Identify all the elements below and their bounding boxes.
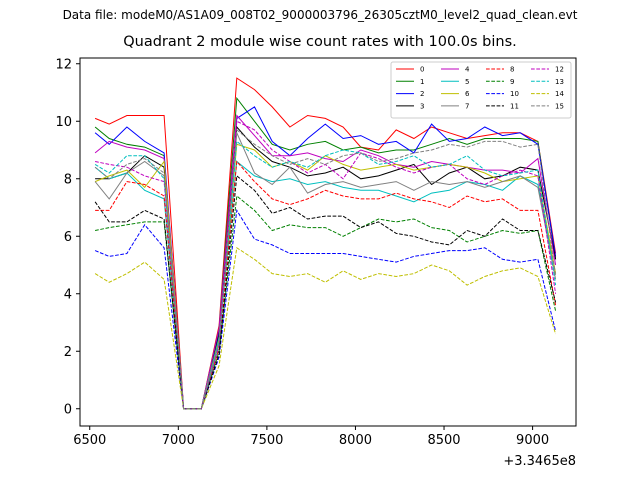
- legend-label-8: 8: [510, 66, 514, 74]
- series-line-10: [95, 210, 555, 408]
- y-tick-label: 12: [55, 57, 72, 72]
- series-layer: [95, 78, 555, 409]
- series-line-3: [95, 127, 555, 409]
- legend-label-11: 11: [510, 102, 519, 110]
- legend-label-5: 5: [465, 78, 469, 86]
- y-tick-label: 0: [64, 402, 72, 417]
- legend-label-14: 14: [555, 90, 564, 98]
- legend-label-12: 12: [555, 66, 564, 74]
- legend-label-0: 0: [420, 66, 424, 74]
- series-line-2: [95, 107, 555, 409]
- series-line-1: [95, 98, 555, 409]
- legend-label-2: 2: [420, 90, 424, 98]
- y-tick-label: 6: [64, 230, 72, 245]
- x-tick-label: 8000: [339, 433, 372, 448]
- legend-label-15: 15: [555, 102, 564, 110]
- legend-label-6: 6: [465, 90, 470, 98]
- legend-label-9: 9: [510, 78, 514, 86]
- y-tick-label: 2: [64, 345, 72, 360]
- x-tick-label: 6500: [73, 433, 106, 448]
- x-tick-label: 7000: [162, 433, 195, 448]
- series-line-8: [95, 162, 555, 409]
- series-line-11: [95, 176, 555, 409]
- axes-layer: 6500 7000 7500 8000 8500 9000024681012+3.3465…: [55, 57, 576, 469]
- legend-label-3: 3: [420, 102, 424, 110]
- x-tick-label: 7500: [250, 433, 283, 448]
- legend-label-13: 13: [555, 78, 564, 86]
- y-tick-label: 8: [64, 172, 72, 187]
- legend-label-10: 10: [510, 90, 519, 98]
- legend-label-7: 7: [465, 102, 469, 110]
- x-tick-label: 8500: [427, 433, 460, 448]
- legend-label-4: 4: [465, 66, 470, 74]
- legend-box: [391, 62, 571, 118]
- x-tick-label: 9000: [516, 433, 549, 448]
- x-offset-label: +3.3465e8: [503, 454, 576, 469]
- series-line-4: [95, 116, 555, 409]
- y-tick-label: 10: [55, 115, 72, 130]
- series-line-14: [95, 248, 555, 409]
- y-tick-label: 4: [64, 287, 72, 302]
- series-line-9: [95, 196, 555, 409]
- legend-label-1: 1: [420, 78, 424, 86]
